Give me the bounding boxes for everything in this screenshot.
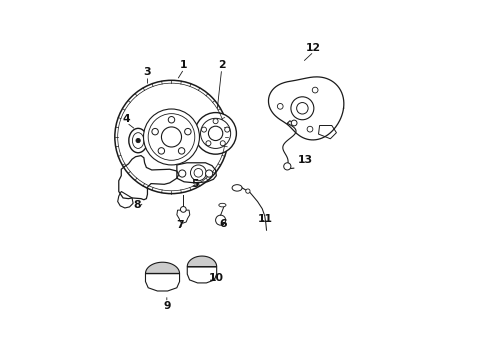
Text: 3: 3	[144, 67, 151, 77]
Text: 6: 6	[220, 219, 227, 229]
Circle shape	[284, 163, 291, 170]
Text: 9: 9	[163, 301, 171, 311]
Circle shape	[136, 138, 140, 143]
Circle shape	[191, 165, 206, 181]
Circle shape	[206, 141, 211, 146]
Circle shape	[152, 129, 158, 135]
Ellipse shape	[129, 129, 147, 153]
Circle shape	[115, 80, 228, 194]
Text: 11: 11	[258, 214, 273, 224]
Circle shape	[161, 127, 181, 147]
Text: 13: 13	[298, 155, 313, 165]
Polygon shape	[146, 274, 179, 291]
Circle shape	[225, 127, 230, 132]
Text: 10: 10	[209, 273, 224, 283]
Circle shape	[216, 215, 225, 225]
Text: 2: 2	[218, 60, 225, 70]
Text: 7: 7	[176, 220, 184, 230]
Circle shape	[148, 135, 155, 143]
Circle shape	[168, 117, 175, 123]
Polygon shape	[146, 262, 179, 274]
Circle shape	[296, 103, 308, 114]
Circle shape	[179, 170, 186, 177]
Circle shape	[277, 103, 283, 109]
Circle shape	[245, 189, 250, 193]
Circle shape	[178, 148, 185, 154]
Circle shape	[213, 119, 218, 124]
Circle shape	[158, 148, 165, 154]
Text: 8: 8	[134, 200, 141, 210]
Polygon shape	[187, 267, 217, 283]
Circle shape	[208, 126, 223, 140]
Circle shape	[194, 168, 203, 177]
Ellipse shape	[232, 185, 242, 191]
Circle shape	[195, 113, 236, 154]
Circle shape	[312, 87, 318, 93]
Text: 12: 12	[306, 43, 321, 53]
Text: 5: 5	[191, 179, 198, 189]
Circle shape	[144, 109, 199, 165]
Ellipse shape	[219, 203, 226, 207]
Circle shape	[185, 129, 191, 135]
Circle shape	[201, 127, 206, 132]
Ellipse shape	[132, 133, 144, 148]
Circle shape	[291, 97, 314, 120]
Circle shape	[307, 126, 313, 132]
Circle shape	[220, 141, 225, 146]
Circle shape	[145, 132, 159, 146]
Text: 1: 1	[180, 60, 188, 70]
Circle shape	[205, 170, 213, 177]
Circle shape	[180, 207, 186, 212]
Circle shape	[291, 120, 297, 126]
Polygon shape	[187, 256, 217, 267]
Text: 4: 4	[123, 114, 130, 124]
Circle shape	[200, 118, 231, 148]
